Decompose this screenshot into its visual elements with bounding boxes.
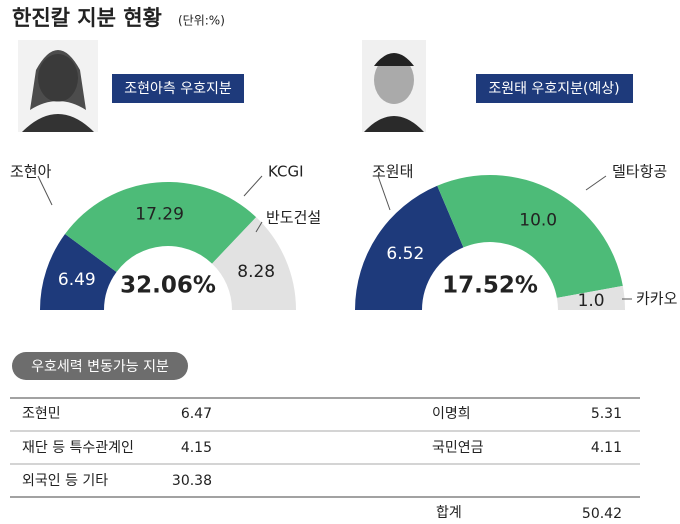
segment-name: 카카오 [636,290,678,308]
leader-line [585,175,607,191]
leader-line [37,175,53,206]
value-label: 6.49 [58,270,96,290]
segment [65,181,257,272]
row-value: 5.31 [591,406,622,422]
row-value: 30.38 [172,473,212,489]
leader-line [377,175,391,211]
segment [355,185,464,310]
total-label: 17.52% [442,273,538,299]
row-name: 조현민 [22,406,61,422]
value-label: 17.29 [135,204,184,224]
row-value: 4.11 [591,440,622,456]
segment [212,217,296,310]
leader-line [243,175,263,197]
total-value: 50.42 [582,506,622,522]
subtitle-box [112,74,244,103]
row-value: 4.15 [181,440,212,456]
photo-right [362,40,426,132]
value-label: 8.28 [237,262,275,282]
title: 한진칼 지분 현황 [12,6,162,30]
segment-name: KCGI [268,163,304,181]
segment-name: 조현아 [10,163,52,181]
value-label: 10.0 [519,211,557,231]
row-name: 외국인 등 기타 [22,473,108,489]
unit: (단위:%) [178,14,225,28]
segment-name: 조원태 [372,163,413,181]
segment [40,233,117,310]
section-pill [12,352,188,380]
chart-subtitle: 조현아측 우호지분 [124,81,232,97]
segment-name: 델타항공 [612,163,667,181]
value-label: 6.52 [386,244,424,264]
subtitle-box [476,74,633,103]
total-label: 32.06% [120,273,216,299]
segment [437,175,623,298]
row-value: 6.47 [181,406,212,422]
table-title: 우호세력 변동가능 지분 [31,359,169,375]
row-name: 재단 등 특수관계인 [22,440,134,456]
leader-line [255,221,263,233]
total-name: 합계 [436,505,462,521]
chart-subtitle: 조원태 우호지분(예상) [488,81,619,97]
photo-left [18,40,98,132]
value-label: 1.0 [578,291,605,311]
row-name: 이명희 [432,406,471,422]
segment [556,285,625,310]
segment-name: 반도건설 [266,209,321,227]
row-name: 국민연금 [432,440,484,456]
